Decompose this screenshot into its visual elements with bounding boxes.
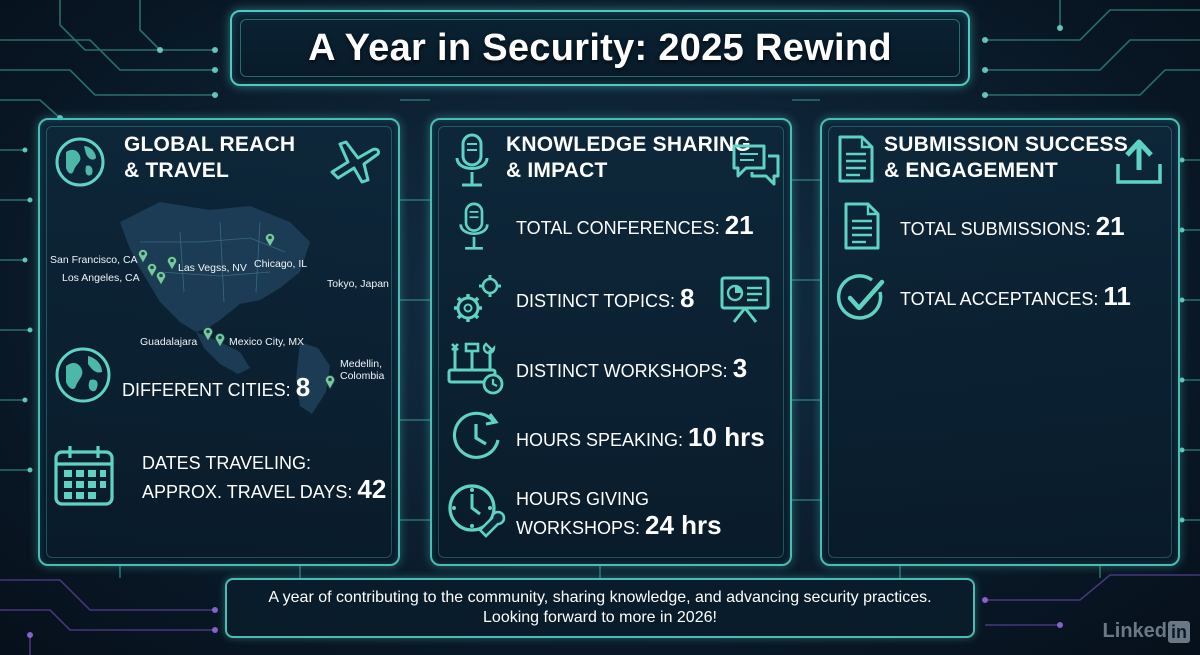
- map-label-guadalajara: Guadalajara: [140, 336, 198, 348]
- stat-label: APPROX. TRAVEL DAYS:: [142, 482, 358, 502]
- panel-global-reach: GLOBAL REACH & TRAVEL San Francisco, CA …: [38, 118, 400, 566]
- location-pin-icon: [325, 375, 335, 390]
- microphone-icon: [459, 202, 489, 250]
- stat-label-line1: HOURS GIVING: [516, 489, 650, 509]
- footer-line2: Looking forward to more in 2026!: [483, 609, 717, 626]
- location-pin-icon: [265, 233, 275, 248]
- panel-title: GLOBAL REACH & TRAVEL: [124, 132, 295, 184]
- globe-icon: [55, 137, 105, 187]
- stat-label: DIFFERENT CITIES:: [122, 380, 296, 400]
- title-banner: A Year in Security: 2025 Rewind: [230, 10, 970, 86]
- stat-total-conferences: TOTAL CONFERENCES: 21: [516, 210, 754, 240]
- map-label-las-vegas: Las Vegss, NV: [178, 262, 247, 274]
- stat-label: TOTAL ACCEPTANCES:: [900, 289, 1104, 309]
- stat-label: TOTAL SUBMISSIONS:: [900, 219, 1096, 239]
- document-icon: [838, 135, 874, 183]
- stat-distinct-workshops: DISTINCT WORKSHOPS: 3: [516, 353, 748, 383]
- airplane-icon: [330, 140, 380, 184]
- document-icon: [844, 202, 880, 250]
- panel-title-line1: GLOBAL REACH: [124, 133, 296, 156]
- map-label-mexico-city: Mexico City, MX: [229, 336, 305, 348]
- chat-bubbles-icon: [732, 144, 780, 186]
- calendar-icon: [54, 446, 114, 506]
- map-label-chicago: Chicago, IL: [254, 258, 308, 270]
- stat-value: 21: [724, 210, 754, 240]
- stat-value: 11: [1103, 281, 1131, 311]
- map-label-medellin: Medellin, Colombia: [340, 358, 385, 382]
- stat-value: 42: [357, 474, 387, 504]
- footer-line1: A year of contributing to the community,…: [268, 589, 932, 606]
- gears-icon: [454, 275, 501, 322]
- stat-hours-workshops: HOURS GIVING WORKSHOPS: 24 hrs: [516, 486, 722, 541]
- stat-value: 3: [732, 353, 748, 383]
- location-pin-icon: [215, 333, 225, 348]
- panel-title: KNOWLEDGE SHARING & IMPACT: [506, 132, 751, 184]
- microphone-icon: [455, 133, 489, 187]
- panel-title-line1: KNOWLEDGE SHARING: [506, 133, 751, 156]
- panel-title-line2: & IMPACT: [506, 159, 608, 182]
- location-pin-icon: [147, 263, 157, 278]
- stat-label: HOURS SPEAKING:: [516, 430, 689, 450]
- panel-knowledge-sharing: KNOWLEDGE SHARING & IMPACT TOTAL CONFERE…: [430, 118, 792, 566]
- stat-travel-days: DATES TRAVELING: APPROX. TRAVEL DAYS: 42: [142, 450, 386, 505]
- clock-wrench-icon: [448, 484, 506, 538]
- map-label-los-angeles: Los Angeles, CA: [62, 272, 140, 284]
- clock-icon: [452, 411, 500, 459]
- stat-label-line1: DATES TRAVELING:: [142, 453, 312, 473]
- stat-label: DISTINCT WORKSHOPS:: [516, 361, 733, 381]
- map-graphic: [120, 202, 330, 414]
- brand-badge: in: [1168, 620, 1190, 643]
- panel-title: SUBMISSION SUCCESS & ENGAGEMENT: [884, 132, 1128, 184]
- location-pin-icon: [203, 327, 213, 342]
- map-label-san-francisco: San Francisco, CA: [50, 254, 138, 266]
- map-label-tokyo: Tokyo, Japan: [327, 278, 389, 290]
- stat-hours-speaking: HOURS SPEAKING: 10 hrs: [516, 422, 765, 452]
- panel-title-line1: SUBMISSION SUCCESS: [884, 133, 1128, 156]
- presentation-icon: [720, 276, 770, 323]
- stat-value: 10 hrs: [688, 422, 765, 452]
- panel-submission-success: SUBMISSION SUCCESS & ENGAGEMENT TOTAL SU…: [820, 118, 1180, 566]
- location-pin-icon: [138, 249, 148, 264]
- globe-icon: [55, 347, 111, 403]
- footer-message: A year of contributing to the community,…: [225, 578, 975, 638]
- stat-value: 24 hrs: [645, 510, 722, 540]
- panel-title-line2: & TRAVEL: [124, 159, 230, 182]
- location-pin-icon: [167, 256, 177, 271]
- panel-title-line2: & ENGAGEMENT: [884, 159, 1058, 182]
- stat-label: TOTAL CONFERENCES:: [516, 218, 725, 238]
- checkmark-icon: [836, 274, 885, 320]
- tools-icon: [447, 342, 504, 395]
- page-title: A Year in Security: 2025 Rewind: [308, 26, 892, 69]
- upload-icon: [1116, 139, 1162, 184]
- stat-value: 21: [1095, 211, 1125, 241]
- brand-text: Linked: [1102, 620, 1167, 642]
- stat-value: 8: [295, 372, 311, 402]
- stat-value: 8: [680, 283, 695, 313]
- stat-total-acceptances: TOTAL ACCEPTANCES: 11: [900, 281, 1131, 311]
- location-pin-icon: [156, 271, 166, 286]
- stat-distinct-topics: DISTINCT TOPICS: 8: [516, 283, 695, 313]
- stat-total-submissions: TOTAL SUBMISSIONS: 21: [900, 211, 1125, 241]
- stat-different-cities: DIFFERENT CITIES: 8: [122, 372, 311, 402]
- stat-label: WORKSHOPS:: [516, 518, 646, 538]
- stat-label: DISTINCT TOPICS:: [516, 291, 681, 311]
- linkedin-logo: Linked in: [1103, 620, 1190, 643]
